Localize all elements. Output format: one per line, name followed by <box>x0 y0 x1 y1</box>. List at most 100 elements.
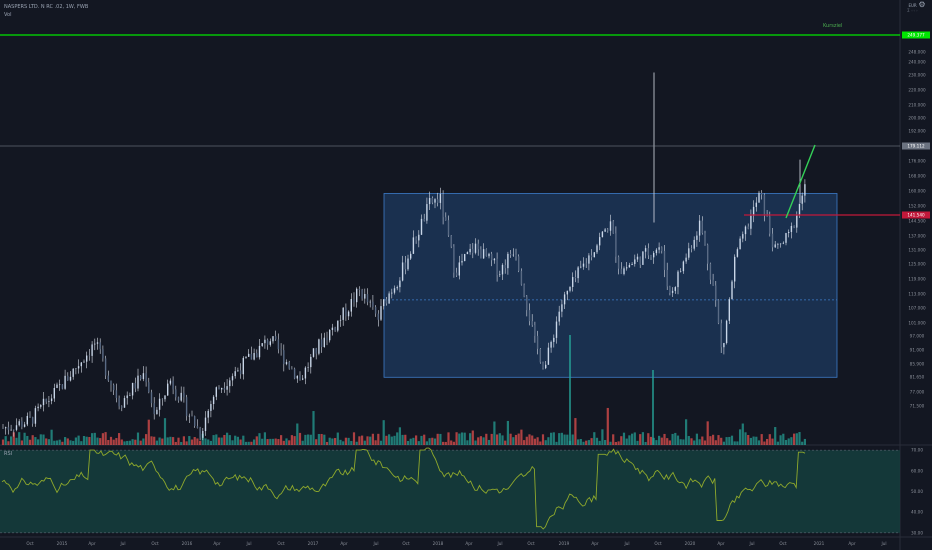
candle-body <box>72 368 74 377</box>
volume-bar <box>771 438 774 445</box>
volume-bar <box>593 432 596 445</box>
candle-body <box>626 267 628 269</box>
volume-bar <box>525 436 528 445</box>
candle-body <box>102 349 104 359</box>
candle-body <box>312 348 315 357</box>
volume-bar <box>558 433 561 445</box>
candle-body <box>644 248 647 252</box>
candle-body <box>161 398 163 400</box>
volume-bars <box>1 335 806 445</box>
volume-bar <box>609 441 612 445</box>
time-tick-label: Oct <box>277 541 285 546</box>
time-tick-label: Oct <box>527 541 535 546</box>
time-tick-label: Jul <box>245 541 251 546</box>
candle-body <box>677 271 679 288</box>
candle-body <box>445 217 447 221</box>
volume-bar <box>115 438 118 445</box>
candle-body <box>755 202 757 207</box>
volume-bar <box>209 440 212 445</box>
time-tick-label: 2016 <box>182 541 193 546</box>
currency-label[interactable]: EUR Σ ◦◦◦ <box>907 3 918 13</box>
volume-bar <box>23 432 26 445</box>
volume-bar <box>4 436 7 445</box>
time-tick-label: 2017 <box>308 541 319 546</box>
candle-body <box>447 220 450 236</box>
price-tick-label: 210.000 <box>908 103 926 108</box>
candle-body <box>334 327 336 331</box>
candle-body <box>156 409 158 415</box>
candle-body <box>715 285 717 301</box>
candle-body <box>526 296 528 311</box>
candle-body <box>782 242 784 244</box>
volume-bar <box>636 440 639 445</box>
candle-body <box>315 348 317 354</box>
candle-body <box>131 382 134 396</box>
candle-body <box>437 199 439 203</box>
candle-body <box>399 280 401 288</box>
volume-bar <box>793 433 796 445</box>
settings-gear-icon[interactable]: ⚙ <box>918 0 926 9</box>
candle-body <box>788 231 790 234</box>
candle-body <box>326 337 328 341</box>
candle-body <box>64 375 66 389</box>
candle-body <box>329 329 331 341</box>
candle-body <box>771 233 774 248</box>
candle-body <box>291 368 293 370</box>
volume-bar <box>301 440 304 445</box>
candle-body <box>631 263 633 265</box>
candle-body <box>140 375 142 380</box>
candle-body <box>167 383 169 396</box>
rsi-line <box>1 447 806 530</box>
symbol-title[interactable]: NASPERS LTD. N RC .02, 1W, FWB <box>4 4 89 10</box>
candle-body <box>185 397 188 417</box>
volume-bar <box>123 441 126 445</box>
volume-bar <box>733 441 736 445</box>
candle-body <box>515 254 517 257</box>
price-tick-label: 230.000 <box>908 73 926 78</box>
time-tick-label: Oct <box>654 541 662 546</box>
price-tick-label: 160.000 <box>908 189 926 194</box>
candle-body <box>553 337 555 342</box>
candle-body <box>688 248 690 258</box>
volume-bar <box>88 437 91 445</box>
volume-bar <box>633 432 636 445</box>
candle-body <box>739 238 741 250</box>
candle-body <box>318 339 320 354</box>
volume-bar <box>741 423 744 445</box>
volume-bar <box>795 433 798 445</box>
volume-bar <box>277 439 280 445</box>
candle-body <box>59 384 61 386</box>
candle-body <box>18 421 20 426</box>
horizontal-levels[interactable] <box>0 34 900 219</box>
candle-body <box>653 253 655 258</box>
volume-bar <box>687 436 690 445</box>
candle-body <box>491 253 493 261</box>
candle-body <box>248 353 250 357</box>
candle-body <box>682 261 685 272</box>
volume-bar <box>496 434 499 445</box>
candle-body <box>742 234 744 239</box>
volume-bar <box>355 441 358 445</box>
candle-body <box>558 311 560 322</box>
volume-bar <box>442 441 445 445</box>
volume-bar <box>228 435 231 445</box>
volume-bar <box>660 437 663 445</box>
rsi-tick-label: 60.00 <box>911 468 923 473</box>
volume-bar <box>382 420 385 445</box>
candle-body <box>531 321 533 326</box>
candle-body <box>512 254 514 256</box>
candle-body <box>734 256 736 282</box>
volume-bar <box>182 436 185 445</box>
price-badge <box>902 31 930 39</box>
volume-bar <box>66 438 69 445</box>
volume-bar <box>1 439 5 445</box>
volume-bar <box>223 434 226 445</box>
volume-bar <box>42 434 45 445</box>
volume-bar <box>674 432 677 445</box>
volume-bar <box>45 438 48 445</box>
candle-body <box>453 246 455 273</box>
candle-body <box>777 243 779 245</box>
candle-body <box>137 375 139 389</box>
volume-bar <box>433 438 437 445</box>
